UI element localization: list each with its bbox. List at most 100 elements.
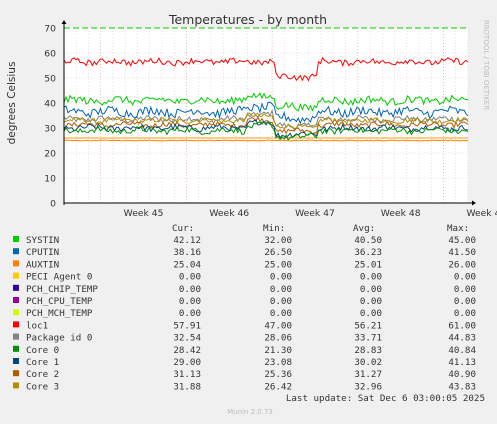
reference-lines bbox=[64, 27, 468, 139]
legend-swatch bbox=[13, 309, 19, 316]
legend-swatch bbox=[13, 321, 19, 328]
legend-series-name: loc1 bbox=[26, 320, 48, 331]
legend-series-name: Core 1 bbox=[26, 357, 59, 368]
legend-header-min: Min: bbox=[263, 223, 285, 234]
legend-cur-value: 0.00 bbox=[179, 284, 201, 295]
legend-cur-value: 0.00 bbox=[179, 296, 201, 307]
legend-min-value: 0.00 bbox=[270, 272, 292, 283]
munin-version: Munin 2.0.73 bbox=[227, 408, 273, 416]
y-tick-labels: 0 10 20 30 40 50 60 70 bbox=[44, 24, 56, 210]
legend-cur-value: 28.42 bbox=[173, 345, 201, 356]
legend-series-name: PCH_MCH_TEMP bbox=[26, 308, 93, 319]
legend-series-name: CPUTIN bbox=[26, 247, 59, 258]
legend-min-value: 0.00 bbox=[270, 284, 292, 295]
series-line-auxtin bbox=[63, 139, 468, 142]
legend-max-value: 40.84 bbox=[448, 345, 476, 356]
legend-min-value: 25.36 bbox=[264, 369, 292, 380]
last-update: Last update: Sat Dec 6 03:00:05 2025 bbox=[286, 393, 485, 404]
series-line-core-0 bbox=[63, 121, 469, 142]
y-tick-label: 50 bbox=[44, 74, 56, 85]
legend-swatch bbox=[13, 382, 19, 389]
legend-min-value: 25.00 bbox=[264, 259, 292, 270]
legend-min-value: 23.08 bbox=[264, 357, 292, 368]
series-lines bbox=[63, 56, 469, 142]
legend-avg-value: 56.21 bbox=[354, 320, 382, 331]
legend-swatch bbox=[13, 236, 19, 242]
y-tick-label: 70 bbox=[44, 24, 56, 35]
legend-header-cur: Cur: bbox=[172, 223, 194, 234]
legend-max-value: 41.13 bbox=[448, 357, 476, 368]
legend-swatch bbox=[13, 248, 19, 255]
legend-cur-value: 0.00 bbox=[179, 308, 201, 319]
legend-avg-value: 31.27 bbox=[354, 369, 382, 380]
legend-max-value: 0.00 bbox=[454, 308, 476, 319]
legend-avg-value: 0.00 bbox=[360, 308, 382, 319]
y-tick-label: 40 bbox=[44, 99, 56, 110]
legend-cur-value: 25.04 bbox=[173, 259, 201, 270]
legend-series-name: PCH_CHIP_TEMP bbox=[26, 284, 98, 295]
legend-swatch bbox=[13, 333, 19, 340]
axes bbox=[61, 20, 476, 206]
legend-series-name: Core 0 bbox=[26, 345, 59, 356]
legend-avg-value: 32.96 bbox=[354, 381, 382, 392]
legend-max-value: 41.50 bbox=[448, 247, 476, 258]
legend-cur-value: 29.00 bbox=[173, 357, 201, 368]
y-tick-label: 20 bbox=[44, 149, 56, 160]
legend-header-max: Max: bbox=[447, 223, 469, 234]
legend-min-value: 32.00 bbox=[264, 235, 292, 246]
legend-swatch bbox=[13, 260, 19, 267]
y-axis-label: degrees Celsius bbox=[6, 62, 18, 145]
x-tick-labels: Week 45 Week 46 Week 47 Week 48 Week 49 bbox=[124, 208, 497, 219]
series-line-core-1 bbox=[63, 119, 468, 139]
legend-swatch bbox=[13, 297, 19, 303]
legend-min-value: 21.30 bbox=[264, 345, 292, 356]
legend-cur-value: 38.16 bbox=[173, 247, 201, 258]
y-axis-arrow bbox=[61, 20, 67, 24]
series-line-cputin bbox=[63, 101, 469, 125]
x-tick-label: Week 48 bbox=[381, 208, 421, 219]
legend-swatch bbox=[13, 358, 19, 364]
legend-max-value: 0.00 bbox=[454, 272, 476, 283]
y-tick-label: 30 bbox=[44, 124, 56, 135]
legend-series-name: Core 3 bbox=[26, 381, 59, 392]
legend-series-name: AUXTIN bbox=[26, 259, 59, 270]
legend-avg-value: 30.02 bbox=[354, 357, 382, 368]
legend-max-value: 61.00 bbox=[448, 320, 476, 331]
legend-max-value: 0.00 bbox=[454, 296, 476, 307]
y-tick-label: 10 bbox=[44, 174, 56, 185]
legend-cur-value: 0.00 bbox=[179, 272, 201, 283]
legend-cur-value: 31.88 bbox=[173, 381, 201, 392]
legend-cur-value: 32.54 bbox=[173, 333, 201, 344]
x-tick-label: Week 46 bbox=[209, 208, 249, 219]
chart-title: Temperatures - by month bbox=[168, 12, 327, 27]
legend-avg-value: 28.83 bbox=[354, 345, 382, 356]
legend-swatch bbox=[13, 370, 19, 377]
legend-max-value: 45.00 bbox=[448, 235, 476, 246]
legend-rows: SYSTIN 42.12 32.00 40.50 45.00 CPUTIN 38.16 26.… bbox=[13, 235, 476, 392]
legend-table: Cur: Min: Avg: Max: SYSTIN 42.12 32.00 40.5… bbox=[13, 223, 485, 416]
legend-avg-value: 0.00 bbox=[360, 272, 382, 283]
legend-avg-value: 25.01 bbox=[354, 259, 382, 270]
legend-header-avg: Avg: bbox=[353, 223, 375, 234]
legend-max-value: 44.83 bbox=[448, 333, 476, 344]
legend-series-name: Package id 0 bbox=[26, 333, 92, 344]
legend-min-value: 26.50 bbox=[264, 247, 292, 258]
x-axis-arrow bbox=[472, 200, 476, 206]
legend-max-value: 40.90 bbox=[448, 369, 476, 380]
x-tick-label: Week 49 bbox=[466, 208, 497, 219]
legend-min-value: 0.00 bbox=[270, 308, 292, 319]
legend-avg-value: 40.50 bbox=[354, 235, 382, 246]
legend-series-name: SYSTIN bbox=[26, 235, 59, 246]
legend-avg-value: 36.23 bbox=[354, 247, 382, 258]
legend-max-value: 26.00 bbox=[448, 259, 476, 270]
legend-cur-value: 31.13 bbox=[173, 369, 201, 380]
legend-avg-value: 0.00 bbox=[360, 296, 382, 307]
legend-max-value: 0.00 bbox=[454, 284, 476, 295]
legend-min-value: 47.00 bbox=[264, 320, 292, 331]
legend-series-name: Core 2 bbox=[26, 369, 59, 380]
legend-max-value: 43.83 bbox=[448, 381, 476, 392]
series-line-systin bbox=[63, 92, 469, 112]
legend-series-name: PECI Agent 0 bbox=[26, 272, 92, 283]
